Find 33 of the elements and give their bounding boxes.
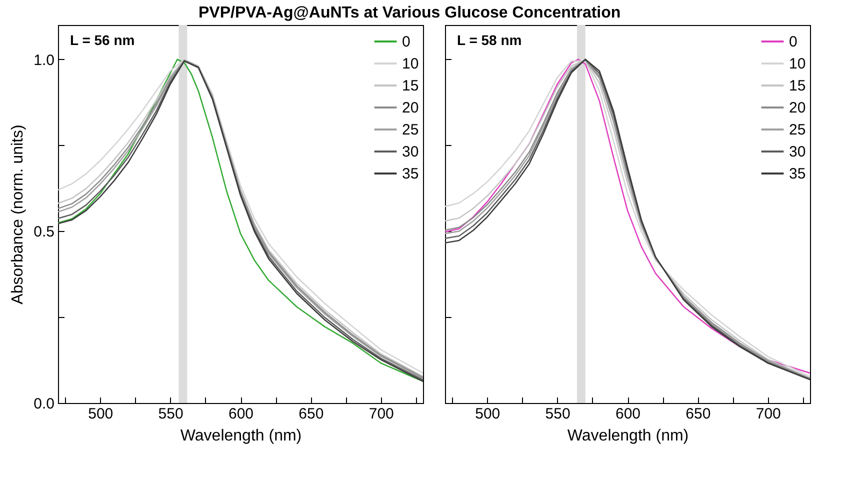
- legend-label: 35: [402, 166, 419, 182]
- legend-label: 25: [402, 122, 419, 138]
- x-axis-title: Wavelength (nm): [180, 428, 302, 444]
- legend-label: 25: [789, 122, 806, 138]
- x-tick-label: 550: [545, 406, 570, 422]
- x-tick-label: 650: [298, 406, 324, 422]
- chart-title: PVP/PVA-Ag@AuNTs at Various Glucose Concentration: [198, 4, 621, 22]
- x-tick-label: 600: [615, 406, 641, 422]
- legend-label: 30: [402, 144, 419, 160]
- y-tick-label: 1.0: [34, 52, 54, 69]
- annotation: L = 56 nm: [70, 32, 135, 48]
- y-axis-title: Absorbance (norm. units): [10, 124, 27, 304]
- x-tick-label: 500: [88, 406, 114, 422]
- y-tick-label: 0.5: [34, 224, 54, 241]
- y-tick-label: 0.0: [34, 396, 54, 412]
- legend-label: 15: [402, 78, 419, 94]
- x-tick-label: 500: [475, 406, 500, 422]
- legend-label: 0: [789, 34, 798, 50]
- x-tick-label: 700: [368, 406, 394, 422]
- annotation: L = 58 nm: [457, 32, 522, 48]
- x-tick-label: 650: [686, 406, 711, 422]
- legend-label: 20: [402, 100, 419, 116]
- legend-label: 15: [789, 78, 806, 94]
- legend-label: 30: [789, 144, 806, 160]
- legend-label: 10: [789, 56, 806, 72]
- legend-label: 0: [402, 34, 410, 50]
- x-tick-label: 700: [756, 406, 781, 422]
- x-tick-label: 600: [228, 406, 254, 422]
- legend-label: 35: [789, 166, 806, 182]
- x-axis-title: Wavelength (nm): [567, 428, 689, 444]
- x-tick-label: 550: [158, 406, 184, 422]
- legend-label: 20: [789, 100, 806, 116]
- legend-label: 10: [402, 56, 419, 72]
